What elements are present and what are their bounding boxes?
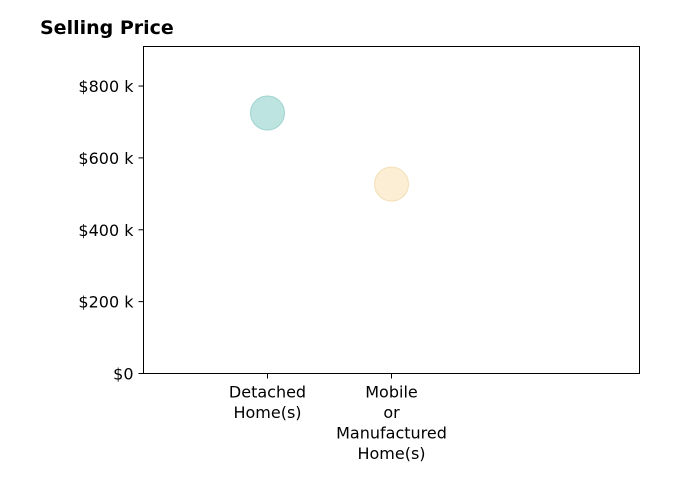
x-tick-label-line: Home(s) bbox=[357, 444, 425, 463]
x-tick-label: Detached Home(s) bbox=[229, 383, 306, 423]
data-point bbox=[250, 95, 285, 131]
x-tick-label: Mobile or Manufactured Home(s) bbox=[336, 383, 447, 464]
y-tick-label: $600 k bbox=[78, 149, 134, 168]
y-tick-label: $800 k bbox=[78, 77, 134, 96]
data-points bbox=[250, 95, 409, 202]
y-axis: $0 $200 k $400 k $600 k $800 k bbox=[78, 77, 144, 384]
y-tick-label: $0 bbox=[113, 365, 133, 384]
x-tick-label-line: Detached bbox=[229, 383, 306, 402]
x-tick-label-line: or bbox=[383, 403, 400, 422]
x-tick-label-line: Home(s) bbox=[233, 403, 301, 422]
x-axis: Detached Home(s)Mobile or Manufactured Home(… bbox=[229, 373, 447, 464]
x-tick-label-line: Manufactured bbox=[336, 424, 447, 443]
y-tick-label: $200 k bbox=[78, 293, 134, 312]
data-point bbox=[374, 166, 409, 202]
chart-title: Selling Price bbox=[40, 17, 174, 39]
plot-frame bbox=[143, 46, 640, 374]
x-tick-label-line: Mobile bbox=[365, 383, 417, 402]
y-tick-label: $400 k bbox=[78, 221, 134, 240]
